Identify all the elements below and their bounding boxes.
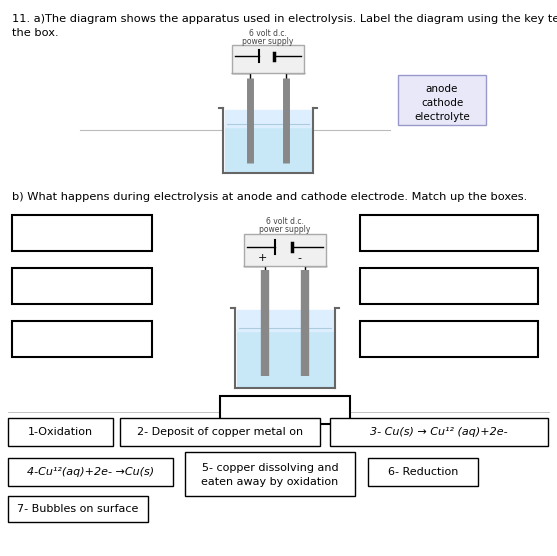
Bar <box>330 418 548 446</box>
Text: 6 volt d.c.: 6 volt d.c. <box>266 217 304 226</box>
Polygon shape <box>225 110 311 127</box>
Text: power supply: power supply <box>242 37 294 46</box>
Bar <box>12 268 152 304</box>
Bar <box>8 418 113 446</box>
Bar <box>360 268 538 304</box>
Text: 3- Cu(s) → Cu¹² (aq)+2e-: 3- Cu(s) → Cu¹² (aq)+2e- <box>370 427 508 437</box>
Text: 1-Oxidation: 1-Oxidation <box>28 427 93 437</box>
Bar <box>12 321 152 357</box>
Text: 7- Bubbles on surface: 7- Bubbles on surface <box>17 504 139 514</box>
Bar <box>360 215 538 251</box>
Bar <box>398 75 486 125</box>
Text: 5- copper dissolving and: 5- copper dissolving and <box>202 463 338 473</box>
Text: 6 volt d.c.: 6 volt d.c. <box>249 28 287 37</box>
Text: -: - <box>298 253 302 263</box>
Text: 2- Deposit of copper metal on: 2- Deposit of copper metal on <box>137 427 303 437</box>
Text: b) What happens during electrolysis at anode and cathode electrode. Match up the: b) What happens during electrolysis at a… <box>12 192 527 202</box>
Bar <box>185 452 355 496</box>
Polygon shape <box>225 124 311 171</box>
Text: 4-Cu¹²(aq)+2e- →Cu(s): 4-Cu¹²(aq)+2e- →Cu(s) <box>27 467 154 477</box>
Bar <box>220 396 350 424</box>
Bar <box>120 418 320 446</box>
Bar <box>232 45 304 73</box>
Text: the box.: the box. <box>12 28 58 38</box>
Text: power supply: power supply <box>260 226 311 235</box>
Bar <box>8 496 148 522</box>
Text: 6- Reduction: 6- Reduction <box>388 467 458 477</box>
Bar <box>8 458 173 486</box>
Text: 11. a)The diagram shows the apparatus used in electrolysis. Label the diagram us: 11. a)The diagram shows the apparatus us… <box>12 14 557 24</box>
Bar <box>244 234 326 266</box>
Text: cathode: cathode <box>421 98 463 108</box>
Bar <box>12 215 152 251</box>
Text: electrolyte: electrolyte <box>414 112 470 122</box>
Text: +: + <box>257 253 267 263</box>
Bar <box>368 458 478 486</box>
Bar <box>360 321 538 357</box>
Text: anode: anode <box>426 84 458 94</box>
Polygon shape <box>237 310 333 331</box>
Polygon shape <box>237 328 333 386</box>
Text: eaten away by oxidation: eaten away by oxidation <box>202 477 339 487</box>
